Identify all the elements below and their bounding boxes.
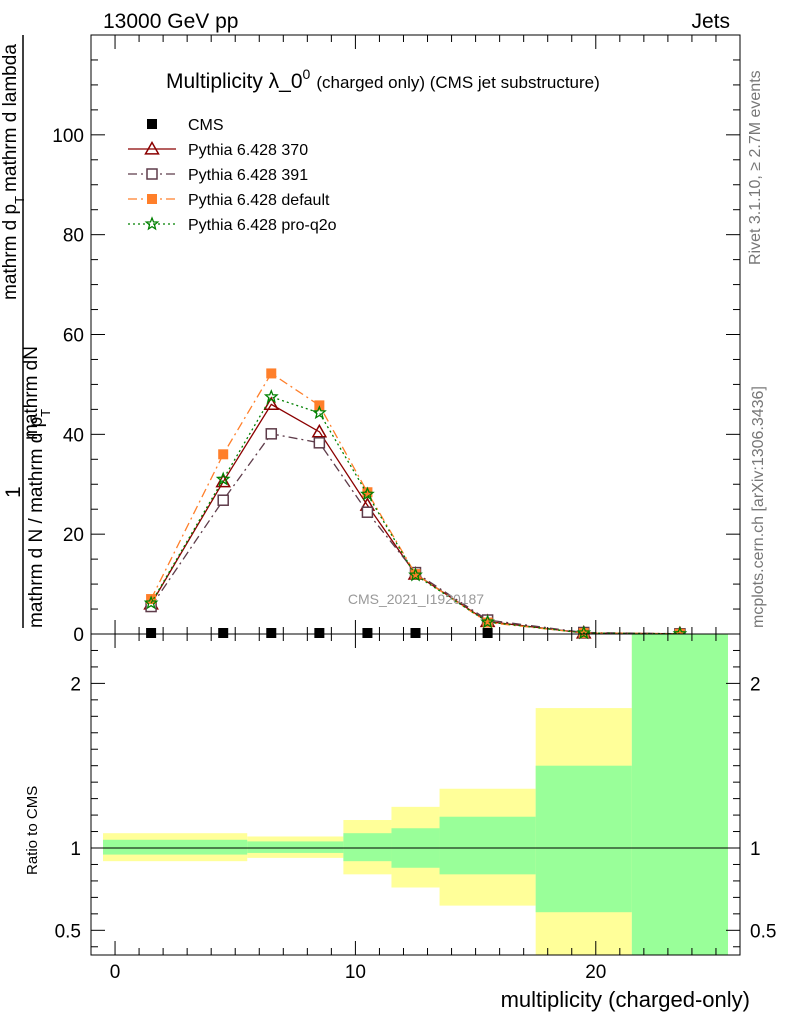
data-point-3-6 — [482, 617, 493, 628]
ylabel-num-part1: mathrm dN — [21, 346, 42, 440]
legend-label-2: Pythia 6.428 391 — [188, 167, 308, 184]
analysis-watermark: CMS_2021_I1920187 — [348, 591, 484, 607]
y-tick-label: 60 — [63, 326, 84, 347]
ratio-y-tick-label-right: 2 — [750, 674, 761, 695]
data-point-4-3 — [311, 405, 327, 420]
data-point-4-1 — [215, 471, 231, 486]
ratio-plot: 0.5 0.51 12 20 10 20 — [55, 633, 776, 983]
legend-label-0: CMS — [188, 117, 224, 134]
legend-marker-1 — [144, 140, 160, 155]
ylabel-numerator-prefix: 1 — [2, 486, 25, 498]
ratio-ticks: 0.5 0.51 12 20 10 20 — [55, 634, 776, 983]
green-band-6 — [631, 634, 728, 955]
data-point-3-1 — [218, 449, 229, 460]
y-tick-label: 100 — [52, 126, 84, 147]
data-point-4-4 — [359, 486, 375, 501]
data-point-4-7 — [576, 625, 592, 640]
data-point-4-5 — [408, 567, 423, 582]
data-point-3-5 — [410, 569, 421, 580]
header-left: 13000 GeV pp — [103, 10, 238, 33]
data-point-4-0 — [143, 595, 159, 610]
ratio-y-tick-label: 0.5 — [55, 921, 81, 942]
legend-label-1: Pythia 6.428 370 — [188, 142, 308, 159]
data-point-0-2 — [266, 628, 277, 638]
ylabel-numerator: mathrm dN — [21, 346, 42, 440]
data-point-2-3 — [313, 437, 326, 449]
plot-title: Multiplicity λ_00 (charged only) (CMS jet… — [166, 66, 600, 93]
green-band-1 — [247, 841, 344, 853]
ratio-plot-frame — [90, 633, 741, 956]
ylabel-num-part2: mathrm d p — [0, 204, 21, 300]
data-point-2-1 — [217, 494, 229, 506]
y-tick-label: 80 — [63, 226, 84, 247]
y-tick-label: 0 — [73, 625, 84, 646]
legend-label-3: Pythia 6.428 default — [188, 192, 330, 209]
data-point-2-4 — [361, 506, 374, 518]
ylabel-num-part2-sub: T — [12, 196, 27, 204]
ratio-ylabel: Ratio to CMS — [24, 786, 41, 875]
legend-marker-4 — [144, 216, 160, 231]
ylabel-num-part3: mathrm d lambda — [0, 44, 21, 192]
series-4 — [143, 389, 688, 641]
legend-marker-0 — [147, 119, 157, 129]
data-point-0-3 — [314, 628, 325, 638]
ratio-x-tick-label: 20 — [585, 962, 606, 983]
data-point-4-6 — [480, 614, 495, 629]
series-2 — [145, 428, 686, 640]
ylabel-den-part1: mathrm d N / mathrm d p — [26, 417, 47, 628]
ratio-x-tick-label: 10 — [345, 962, 366, 983]
data-point-0-4 — [362, 628, 373, 638]
ratio-y-tick-label: 1 — [70, 839, 81, 860]
data-point-0-5 — [410, 628, 421, 638]
data-point-4-2 — [263, 389, 279, 404]
header-right: Jets — [691, 10, 730, 33]
legend: CMS Pythia 6.428 370 Pythia 6.428 391 Pythi… — [128, 117, 337, 234]
ratio-x-tick-label: 0 — [110, 962, 121, 983]
data-point-0-1 — [218, 628, 229, 638]
ratio-xlabel: multiplicity (charged-only) — [501, 987, 750, 1012]
data-point-0-6 — [482, 628, 493, 638]
data-point-0-0 — [146, 628, 157, 638]
green-band-0 — [103, 839, 248, 855]
data-point-3-0 — [146, 594, 157, 605]
data-point-1-3 — [311, 423, 328, 438]
ylabel-denominator: mathrm d N / mathrm d pT — [26, 409, 53, 628]
data-point-3-2 — [266, 368, 277, 379]
main-ticks: 0 20 40 60 80 100 — [52, 35, 741, 646]
y-tick-label: 20 — [63, 525, 84, 546]
mcplots-label: mcplots.cern.ch [arXiv:1306.3436] — [750, 386, 767, 628]
data-point-2-2 — [265, 428, 278, 440]
rivet-label: Rivet 3.1.10, ≥ 2.7M events — [747, 70, 764, 265]
main-ylabel: 1 mathrm dN mathrm d pTmathrm d lambda m… — [0, 35, 53, 628]
ratio-y-tick-label-right: 1 — [750, 839, 761, 860]
ratio-bands — [91, 634, 740, 955]
ratio-y-tick-label-right: 0.5 — [750, 921, 776, 942]
legend-marker-2 — [146, 168, 158, 180]
ylabel-den-sub: T — [38, 409, 53, 417]
plot-title-rest: (charged only) (CMS jet substructure) — [316, 73, 599, 92]
green-band-2 — [343, 833, 392, 862]
legend-label-4: Pythia 6.428 pro-q2o — [188, 217, 337, 234]
legend-marker-3 — [147, 194, 157, 204]
plot-title-sup: 0 — [303, 66, 311, 82]
ratio-y-tick-label: 2 — [70, 674, 81, 695]
ylabel-numerator-line: mathrm d pTmathrm d lambda — [0, 44, 27, 300]
y-tick-label: 40 — [63, 425, 84, 446]
data-point-3-4 — [362, 487, 373, 498]
series-line-4 — [150, 396, 680, 635]
green-band-5 — [535, 765, 632, 913]
plot-title-main: Multiplicity λ_0 — [166, 70, 303, 93]
green-band-4 — [439, 816, 536, 875]
